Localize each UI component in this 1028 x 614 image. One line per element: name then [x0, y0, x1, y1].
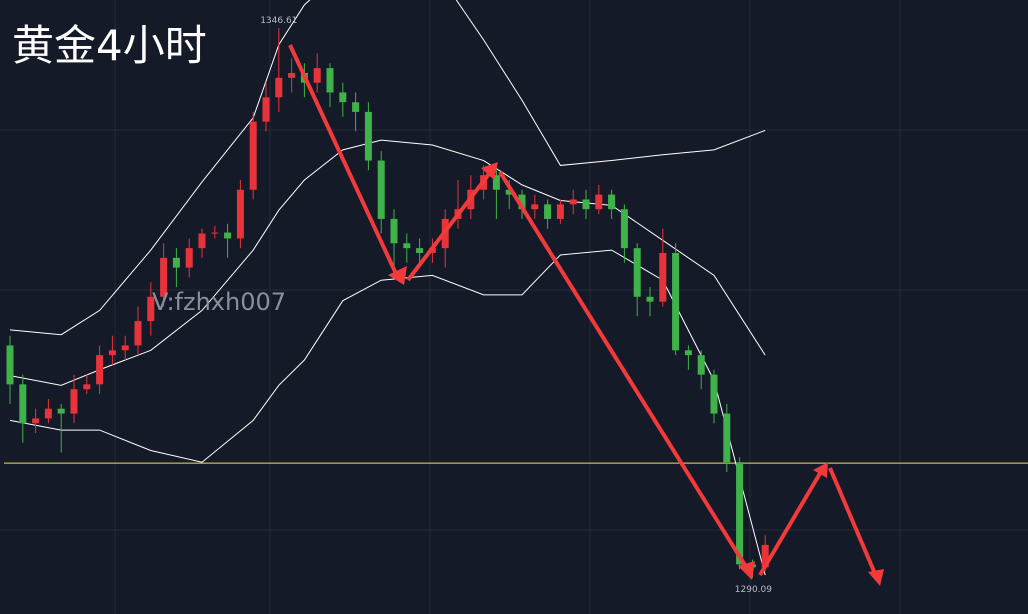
candle-body — [723, 413, 731, 463]
candle-body — [403, 243, 411, 249]
arrow — [288, 44, 400, 279]
candle-body — [595, 194, 603, 210]
candle-body — [185, 248, 193, 268]
high-label: 1346.61 — [260, 16, 297, 26]
plot: 1346.61 1290.09 — [4, 0, 1028, 595]
candle-body — [44, 408, 52, 419]
candle-body — [608, 194, 616, 210]
candle-body — [569, 199, 577, 205]
arrows — [288, 44, 884, 586]
arrow-head — [868, 569, 884, 586]
candle-body — [249, 121, 257, 190]
candle-body — [505, 189, 513, 195]
candle-body — [32, 418, 40, 424]
chart-title: 黄金4小时 — [12, 21, 207, 70]
candle-body — [198, 233, 206, 249]
candle-body — [582, 199, 590, 210]
candle-body — [262, 97, 270, 122]
band-line — [9, 249, 766, 576]
candle-body — [108, 350, 116, 356]
low-label: 1290.09 — [735, 585, 772, 595]
candle-body — [544, 204, 552, 219]
candle-body — [313, 68, 321, 83]
candle-body — [288, 72, 296, 78]
candle-body — [339, 92, 347, 103]
candle-body — [518, 194, 526, 210]
candle-body — [390, 218, 398, 244]
candle-body — [736, 462, 744, 565]
band-line — [9, 139, 766, 386]
candle-body — [672, 252, 680, 351]
arrow-head — [481, 162, 498, 180]
candle-body — [160, 257, 168, 297]
candle-body — [57, 408, 65, 414]
candle-body — [352, 102, 360, 112]
candle-body — [659, 252, 667, 302]
candle-body — [211, 232, 219, 234]
arrow-head — [388, 266, 407, 285]
candle-body — [70, 389, 78, 414]
arrow — [758, 468, 824, 577]
candle-body — [531, 204, 539, 210]
band-line — [9, 0, 766, 336]
arrow-head — [738, 561, 755, 580]
candle-body — [633, 248, 641, 297]
candle-body — [96, 355, 104, 385]
candle-body — [83, 384, 91, 390]
candle-body — [236, 189, 244, 239]
candle-body — [710, 374, 718, 414]
arrow — [498, 170, 750, 572]
candle-body — [19, 384, 27, 424]
candle-body — [121, 345, 129, 351]
candle-body — [684, 350, 692, 356]
watermark: V:fzhxh007 — [152, 288, 286, 316]
candle-body — [326, 68, 334, 93]
candle-body — [275, 77, 283, 98]
arrow-head — [813, 462, 828, 478]
candle-body — [377, 160, 385, 219]
candle-body — [556, 204, 564, 219]
candle-body — [761, 544, 769, 568]
arrow — [828, 467, 878, 577]
candle-body — [646, 296, 654, 302]
candle-body — [6, 345, 14, 385]
candle-body — [416, 248, 424, 253]
candle-body — [224, 232, 232, 239]
candle-body — [364, 111, 372, 161]
arrow — [406, 168, 494, 282]
candle-body — [620, 209, 628, 249]
candle-body — [492, 175, 500, 190]
candle-body — [172, 257, 180, 268]
candle-body — [697, 355, 705, 375]
candle-body — [134, 321, 142, 346]
candle-body — [147, 296, 155, 322]
